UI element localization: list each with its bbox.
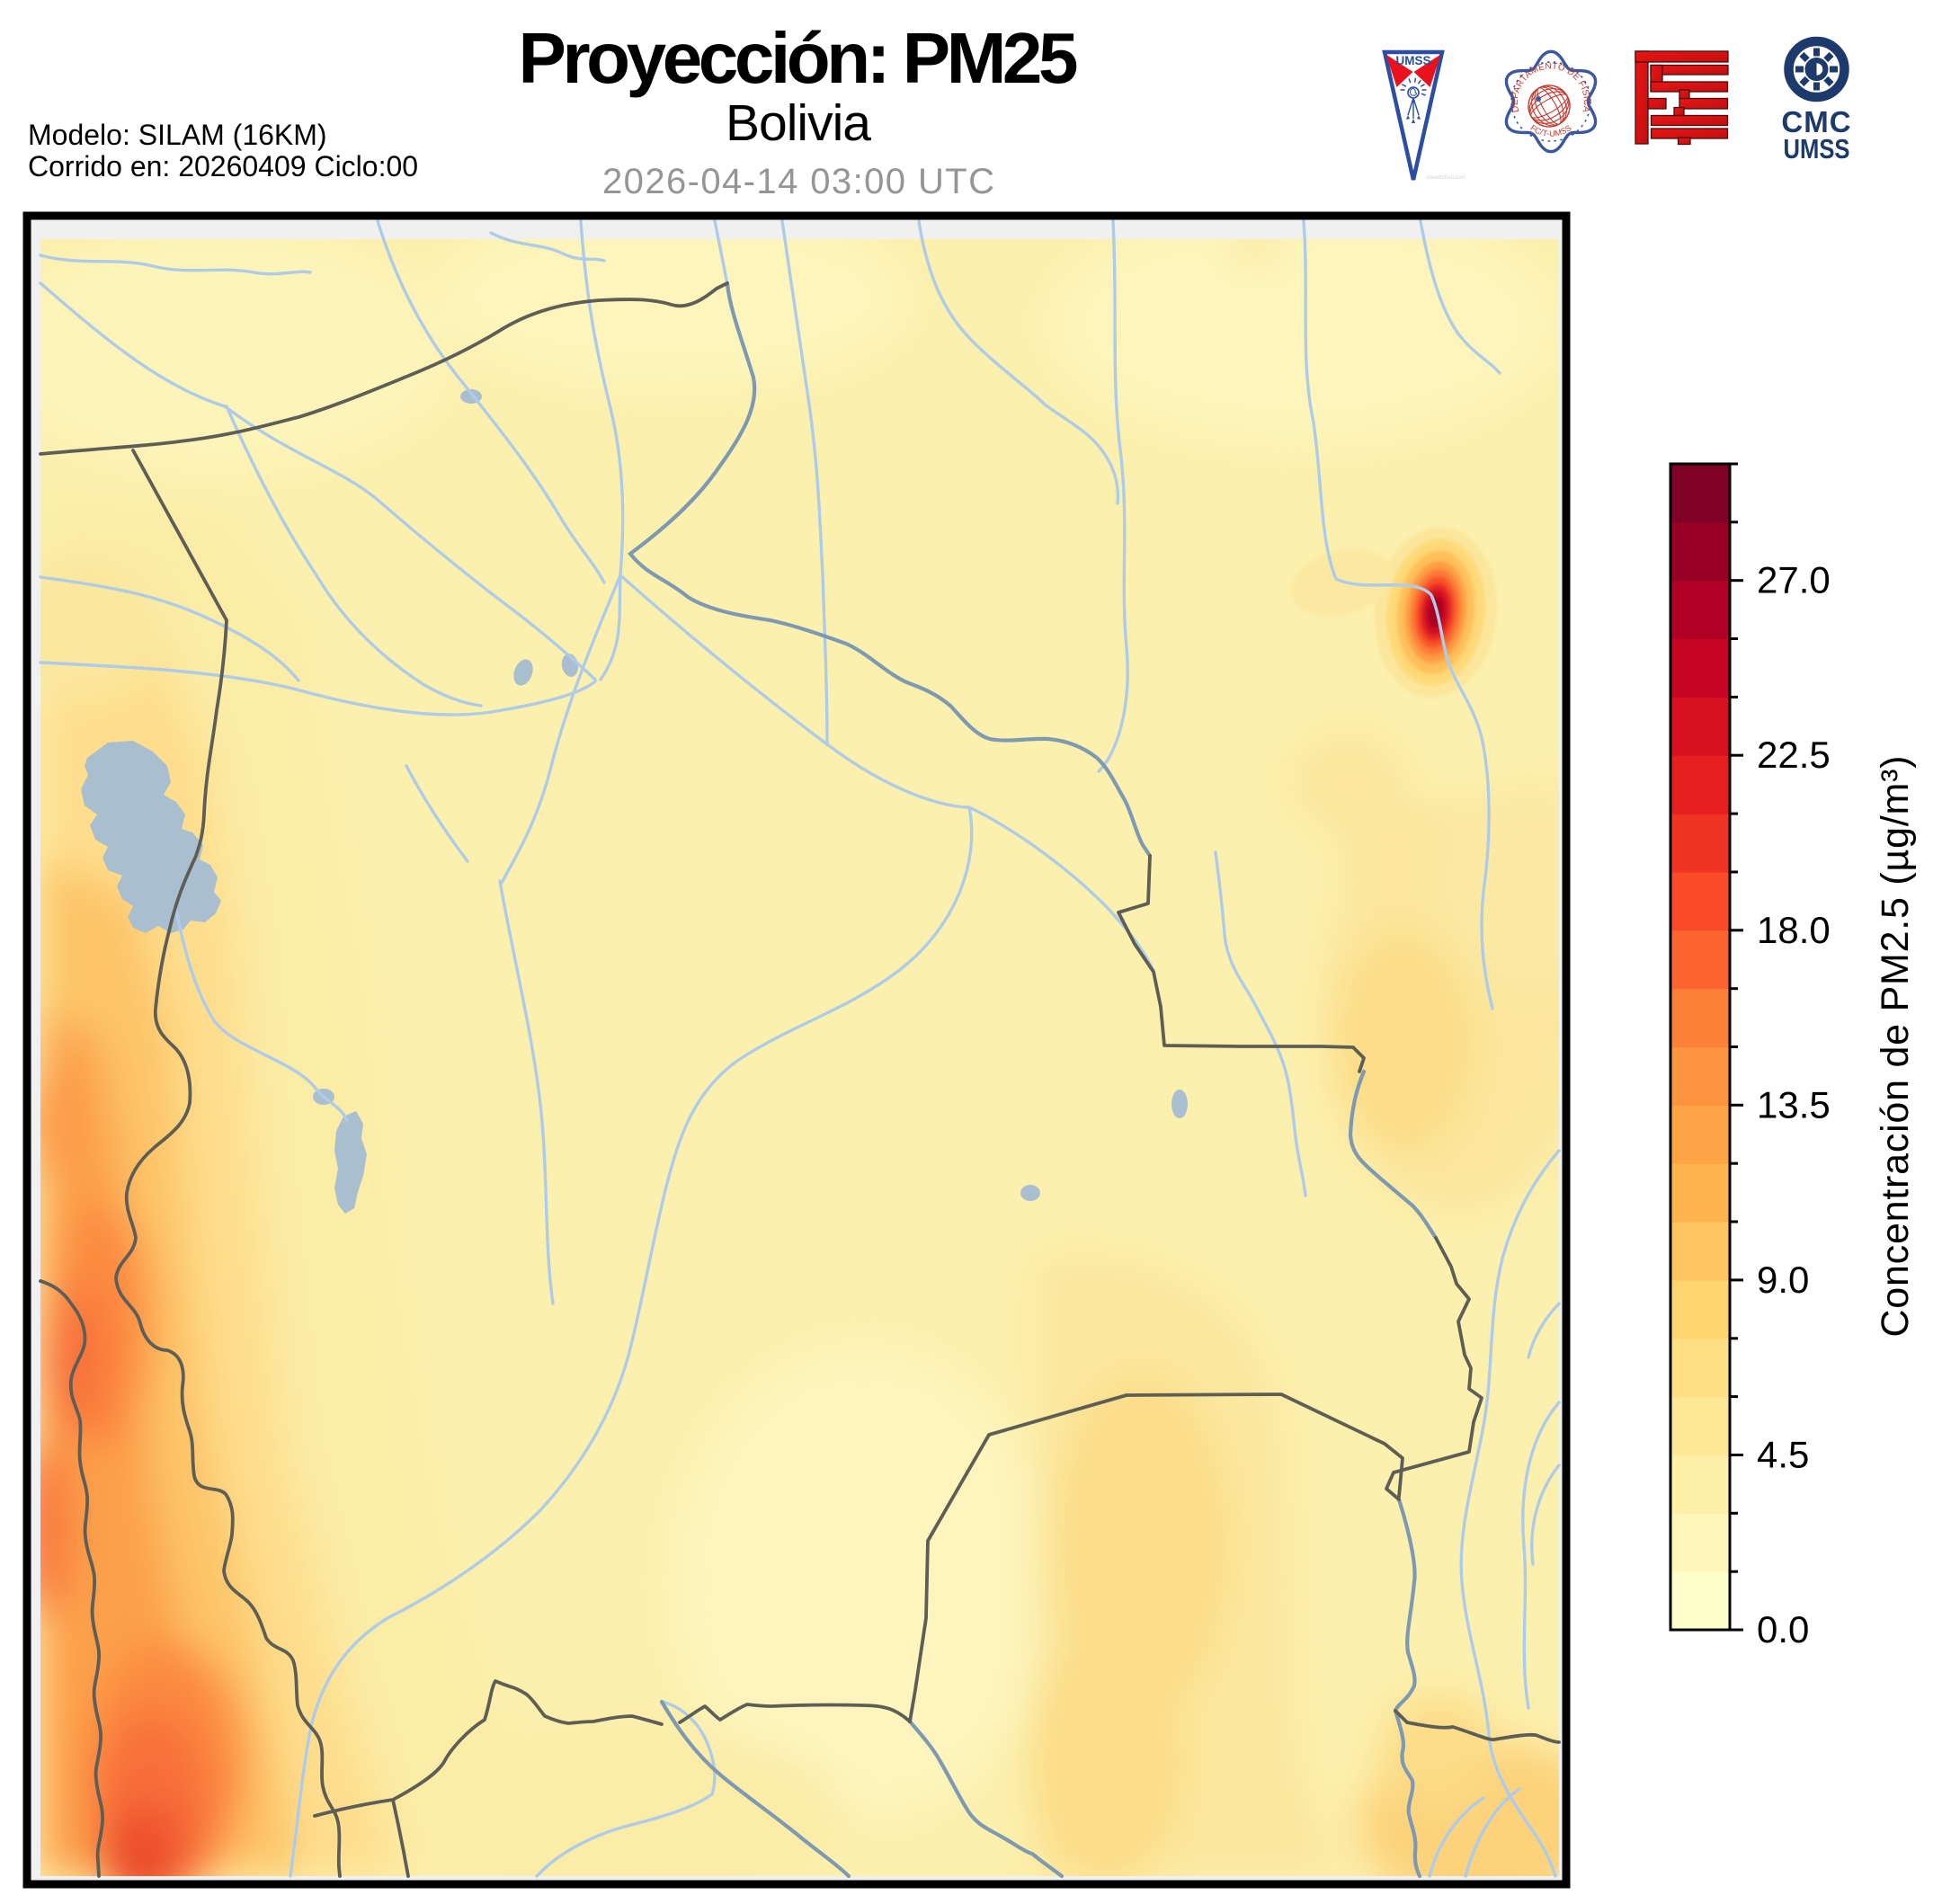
svg-text:Bolivia: Bolivia: [726, 94, 871, 152]
svg-text:9.0: 9.0: [1757, 1259, 1809, 1301]
svg-text:CMC: CMC: [1781, 105, 1851, 138]
svg-text:Corrido en: 20260409 Ciclo:00: Corrido en: 20260409 Ciclo:00: [28, 150, 418, 182]
svg-text:2026-04-14 03:00 UTC: 2026-04-14 03:00 UTC: [602, 162, 994, 201]
svg-text:22.5: 22.5: [1757, 734, 1831, 776]
svg-text:27.0: 27.0: [1757, 559, 1831, 601]
svg-text:0.0: 0.0: [1757, 1608, 1809, 1650]
svg-text:Concentración de PM2.5 (µg/m³): Concentración de PM2.5 (µg/m³): [1874, 756, 1917, 1338]
svg-text:FC/T-UMSS: FC/T-UMSS: [1528, 123, 1572, 138]
svg-text:UMSS: UMSS: [1395, 54, 1430, 67]
svg-text:18.0: 18.0: [1757, 909, 1831, 951]
svg-text:4.5: 4.5: [1757, 1434, 1809, 1476]
svg-text:creadictivo.con: creadictivo.con: [1426, 174, 1465, 181]
svg-text:Modelo: SILAM (16KM): Modelo: SILAM (16KM): [28, 119, 327, 151]
svg-text:Proyección: PM25: Proyección: PM25: [519, 18, 1079, 98]
svg-text:UMSS: UMSS: [1784, 133, 1850, 165]
svg-text:13.5: 13.5: [1757, 1083, 1831, 1125]
